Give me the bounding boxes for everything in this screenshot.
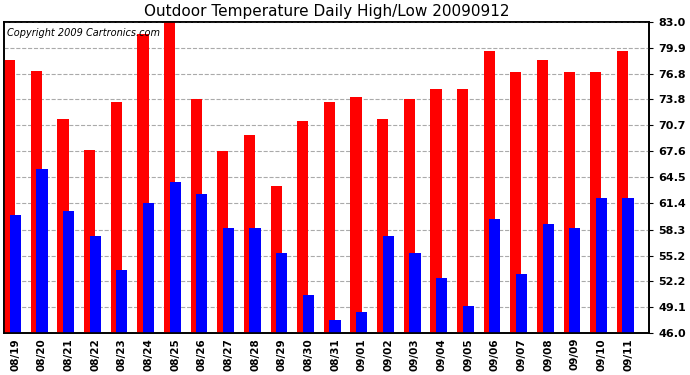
Text: Copyright 2009 Cartronics.com: Copyright 2009 Cartronics.com (8, 28, 160, 38)
Bar (143, 202, 154, 333)
Bar (537, 60, 548, 333)
Bar (117, 270, 128, 333)
Bar (431, 89, 442, 333)
Bar (377, 118, 388, 333)
Bar (542, 224, 553, 333)
Bar (569, 228, 580, 333)
Bar (595, 198, 607, 333)
Bar (462, 306, 474, 333)
Bar (564, 72, 575, 333)
Bar (170, 182, 181, 333)
Bar (190, 99, 201, 333)
Bar (436, 278, 447, 333)
Bar (383, 236, 394, 333)
Bar (270, 186, 282, 333)
Bar (329, 321, 341, 333)
Bar (622, 198, 633, 333)
Bar (250, 228, 261, 333)
Bar (404, 99, 415, 333)
Bar (63, 211, 75, 333)
Bar (164, 22, 175, 333)
Bar (511, 72, 522, 333)
Bar (409, 253, 420, 333)
Bar (110, 102, 122, 333)
Bar (196, 194, 208, 333)
Bar (617, 51, 628, 333)
Bar (31, 70, 42, 333)
Bar (223, 228, 234, 333)
Bar (303, 295, 314, 333)
Bar (10, 215, 21, 333)
Bar (90, 236, 101, 333)
Bar (217, 152, 228, 333)
Bar (356, 312, 367, 333)
Bar (57, 118, 68, 333)
Title: Outdoor Temperature Daily High/Low 20090912: Outdoor Temperature Daily High/Low 20090… (144, 4, 509, 19)
Bar (351, 98, 362, 333)
Bar (590, 72, 602, 333)
Bar (137, 34, 148, 333)
Bar (37, 169, 48, 333)
Bar (457, 89, 469, 333)
Bar (244, 135, 255, 333)
Bar (484, 51, 495, 333)
Bar (516, 274, 527, 333)
Bar (297, 121, 308, 333)
Bar (84, 150, 95, 333)
Bar (489, 219, 500, 333)
Bar (324, 102, 335, 333)
Bar (276, 253, 287, 333)
Bar (4, 60, 15, 333)
